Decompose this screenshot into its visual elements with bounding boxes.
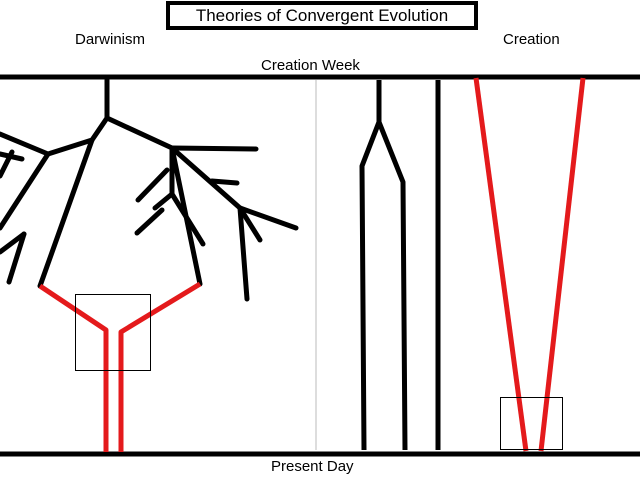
tree-branch: [37, 137, 95, 289]
tree-branch: [169, 145, 299, 231]
creation-convergence-box: [500, 397, 563, 450]
tree-branch: [135, 167, 170, 203]
creation-convergent-right: [538, 77, 586, 452]
tree-branch: [0, 151, 51, 231]
tree-branch: [209, 178, 240, 186]
creation-heading: Creation: [503, 31, 560, 48]
darwinism-convergent-lineages: [38, 281, 202, 452]
tree-branch: [237, 205, 263, 243]
creation-convergent-lineages: [473, 77, 586, 452]
darwinism-heading: Darwinism: [75, 31, 146, 48]
creation-lineages: [359, 80, 441, 451]
diagram-title: Theories of Convergent Evolution: [195, 5, 449, 25]
tree-branch: [0, 151, 25, 162]
tree-branch: [6, 231, 27, 285]
diagram-title-box: Theories of Convergent Evolution: [166, 1, 478, 30]
tree-branch: [0, 231, 27, 255]
creation-lineage-b: [376, 121, 408, 451]
darwinism-convergence-box: [75, 294, 151, 371]
tree-branch: [169, 145, 259, 152]
darwinism-tree: [0, 77, 299, 302]
present-day-label: Present Day: [271, 458, 354, 475]
tree-branch: [134, 207, 165, 236]
tree-trunk-right: [104, 115, 203, 287]
convergent-lineage-right: [118, 281, 202, 452]
creation-lineage-a: [359, 80, 382, 451]
creation-convergent-left: [473, 77, 529, 452]
convergent-lineage-left: [38, 283, 109, 452]
creation-week-label: Creation Week: [261, 57, 360, 74]
tree-branch: [152, 191, 175, 211]
tree-branch: [237, 205, 250, 302]
tree-branch: [169, 191, 206, 247]
